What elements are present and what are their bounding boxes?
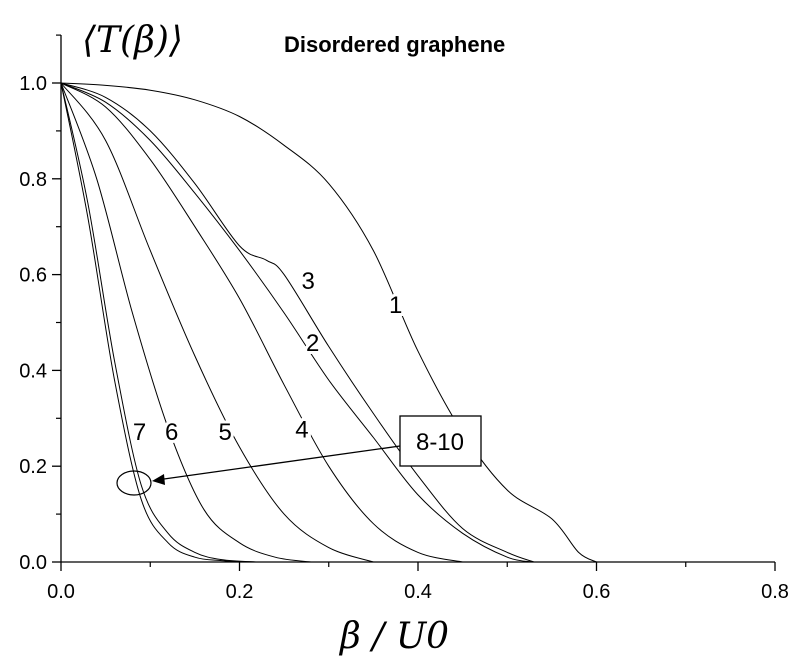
- curve-1: [60, 82, 597, 563]
- axis-ticks: [52, 34, 776, 571]
- curve-6: [60, 82, 311, 563]
- curve-label-6: 6: [165, 419, 178, 446]
- y-tick-label: 0.8: [19, 169, 47, 191]
- x-tick-label: 0.0: [47, 581, 75, 603]
- curve-7: [60, 82, 258, 563]
- y-tick-label: 0.0: [19, 552, 47, 574]
- annotation-arrow-line: [163, 445, 401, 480]
- chart-title: Disordered graphene: [284, 32, 505, 57]
- curve-2: [60, 82, 535, 563]
- curves: [60, 82, 597, 563]
- y-tick-label: 1.0: [19, 73, 47, 95]
- x-tick-label: 0.8: [761, 581, 789, 603]
- curve-label-1: 1: [389, 292, 402, 319]
- curve-8-10: [60, 82, 249, 563]
- curve-label-2: 2: [306, 330, 319, 357]
- curve-label-4: 4: [295, 416, 308, 443]
- tick-labels: 0.0 0.2 0.4 0.6 0.8 0.0 0.2 0.4 0.6 0.8 1.0: [19, 73, 789, 603]
- x-tick-label: 0.2: [226, 581, 254, 603]
- annotation-box: [399, 415, 482, 467]
- curve-label-5: 5: [219, 419, 232, 446]
- y-axis-label-text: ⟨T(β)⟩: [82, 20, 183, 61]
- curve-labels: 1 2 3 4 5 67: [130, 265, 406, 449]
- curve-3: [60, 82, 535, 563]
- y-tick-label: 0.2: [19, 456, 47, 478]
- y-tick-label: 0.4: [19, 360, 47, 382]
- annotation-arrowhead: [152, 474, 165, 485]
- annotation-ellipse: [116, 470, 152, 496]
- curve-label-7: 7: [133, 419, 146, 446]
- y-axis-label: ⟨T(β)⟩: [82, 20, 183, 61]
- curve-4: [60, 82, 463, 563]
- annotation-8-10: [116, 415, 482, 496]
- x-axis-label-text: β / U0: [338, 616, 449, 657]
- curve-label-8-10: 8-10: [416, 429, 464, 456]
- curve-5: [60, 82, 374, 563]
- y-tick-label: 0.6: [19, 265, 47, 287]
- x-axis-label: β / U0: [338, 616, 449, 657]
- curve-label-3: 3: [302, 268, 315, 295]
- x-tick-label: 0.4: [404, 581, 432, 603]
- x-tick-label: 0.6: [583, 581, 611, 603]
